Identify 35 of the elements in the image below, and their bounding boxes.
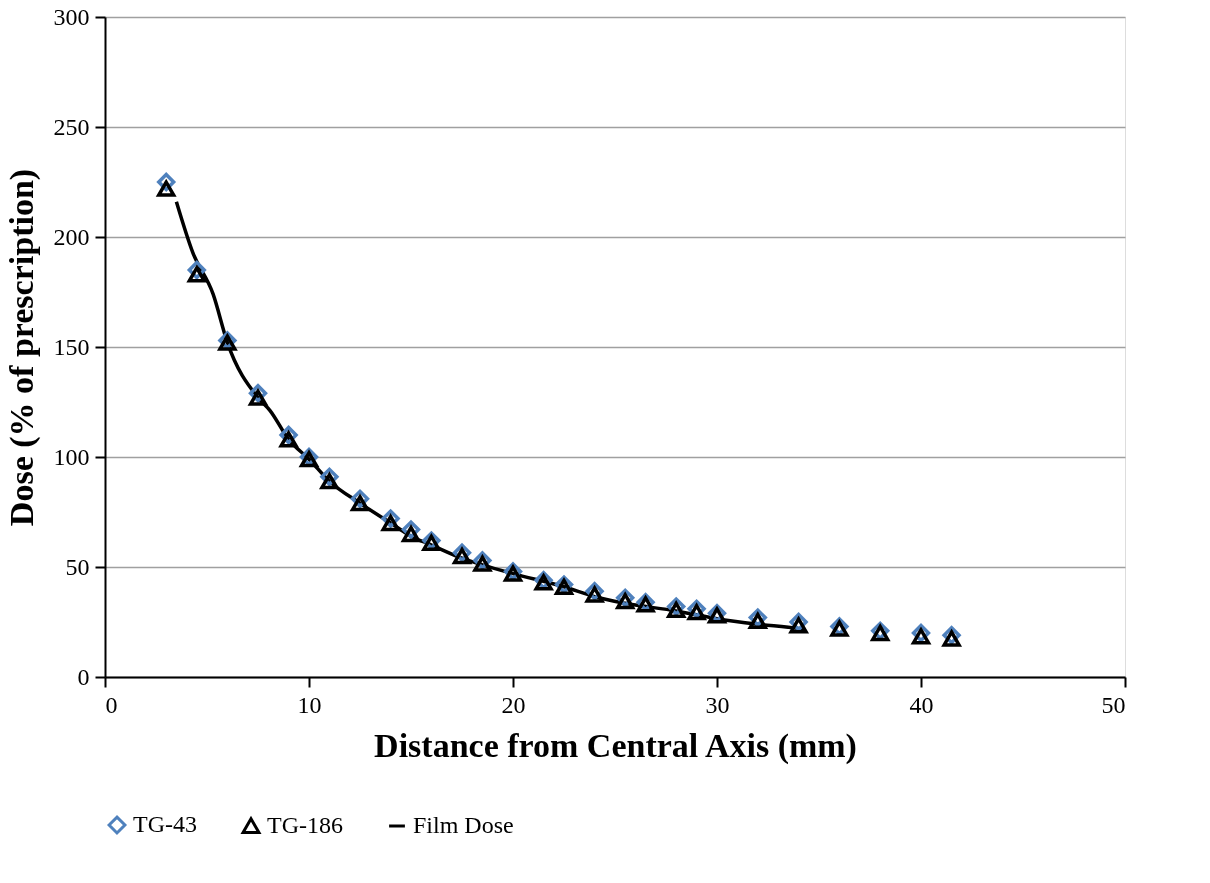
y-tick-label: 100 bbox=[53, 443, 90, 470]
point bbox=[585, 586, 604, 603]
point bbox=[350, 495, 370, 512]
legend-label: Film Dose bbox=[413, 812, 514, 838]
y-tick-label: 0 bbox=[77, 663, 90, 690]
x-tick-label: 30 bbox=[705, 691, 730, 718]
y-tick-label: 50 bbox=[65, 553, 90, 580]
point bbox=[452, 547, 472, 565]
legend-label: TG-43 bbox=[133, 811, 197, 838]
point bbox=[248, 389, 268, 406]
point bbox=[401, 525, 421, 543]
y-tick-label: 250 bbox=[53, 113, 90, 140]
x-axis-title: Distance from Central Axis (mm) bbox=[374, 726, 857, 765]
point bbox=[789, 617, 808, 634]
point bbox=[381, 514, 400, 532]
y-tick-label: 150 bbox=[53, 333, 90, 360]
point bbox=[187, 266, 206, 283]
point bbox=[616, 592, 635, 610]
x-tick-label: 0 bbox=[105, 691, 118, 718]
y-tick-label: 300 bbox=[53, 3, 90, 30]
point bbox=[942, 630, 961, 647]
point bbox=[667, 601, 686, 619]
y-axis-title: Dose (% of prescription) bbox=[2, 168, 41, 527]
point bbox=[911, 628, 931, 645]
point bbox=[279, 431, 298, 448]
point bbox=[320, 473, 339, 490]
x-tick-label: 10 bbox=[297, 691, 322, 718]
x-tick-label: 50 bbox=[1101, 691, 1126, 718]
legend-label: TG-186 bbox=[267, 811, 343, 838]
x-tick-label: 40 bbox=[909, 691, 934, 718]
y-tick-label: 200 bbox=[53, 223, 90, 250]
point bbox=[748, 612, 767, 630]
x-tick-label: 20 bbox=[501, 691, 526, 718]
point bbox=[157, 180, 176, 197]
point bbox=[687, 603, 706, 621]
